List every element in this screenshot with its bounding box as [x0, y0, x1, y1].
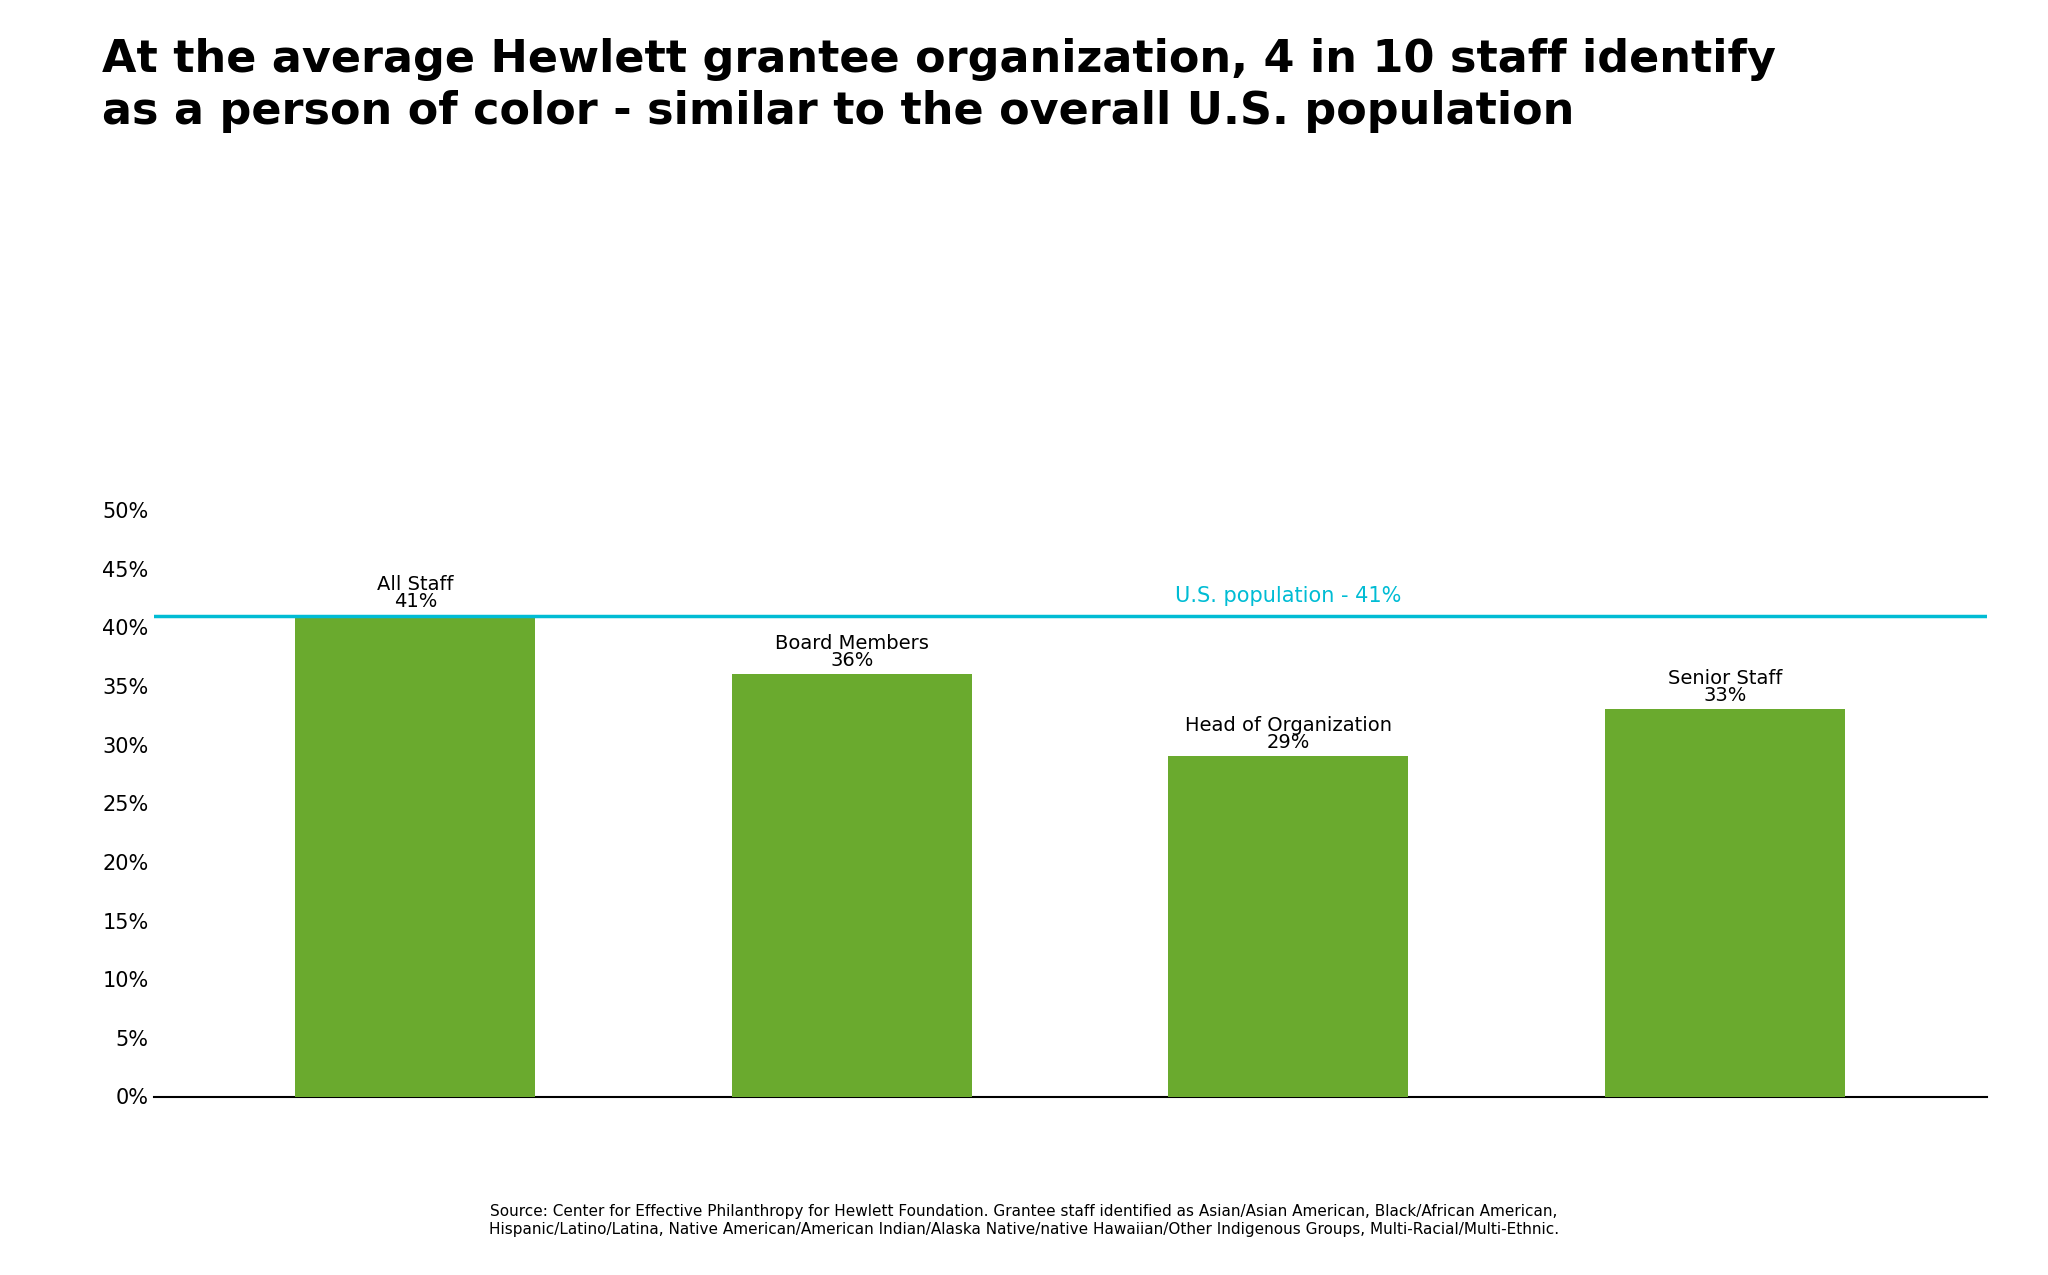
Text: 33%: 33% — [1704, 686, 1747, 705]
Bar — [1606, 709, 1845, 1096]
Bar — [731, 674, 973, 1096]
Text: 41%: 41% — [393, 592, 436, 611]
Text: U.S. population - 41%: U.S. population - 41% — [1176, 586, 1401, 606]
Text: Source: Center for Effective Philanthropy for Hewlett Foundation. Grantee staff : Source: Center for Effective Philanthrop… — [489, 1205, 1559, 1237]
Text: Senior Staff: Senior Staff — [1667, 669, 1782, 688]
Bar — [295, 616, 535, 1096]
Text: All Staff: All Staff — [377, 575, 455, 594]
Text: Head of Organization: Head of Organization — [1186, 717, 1393, 736]
Text: 29%: 29% — [1266, 733, 1311, 752]
Bar — [1167, 756, 1409, 1096]
Text: At the average Hewlett grantee organization, 4 in 10 staff identify
as a person : At the average Hewlett grantee organizat… — [102, 38, 1776, 133]
Text: Board Members: Board Members — [774, 634, 930, 653]
Text: 36%: 36% — [829, 650, 874, 669]
